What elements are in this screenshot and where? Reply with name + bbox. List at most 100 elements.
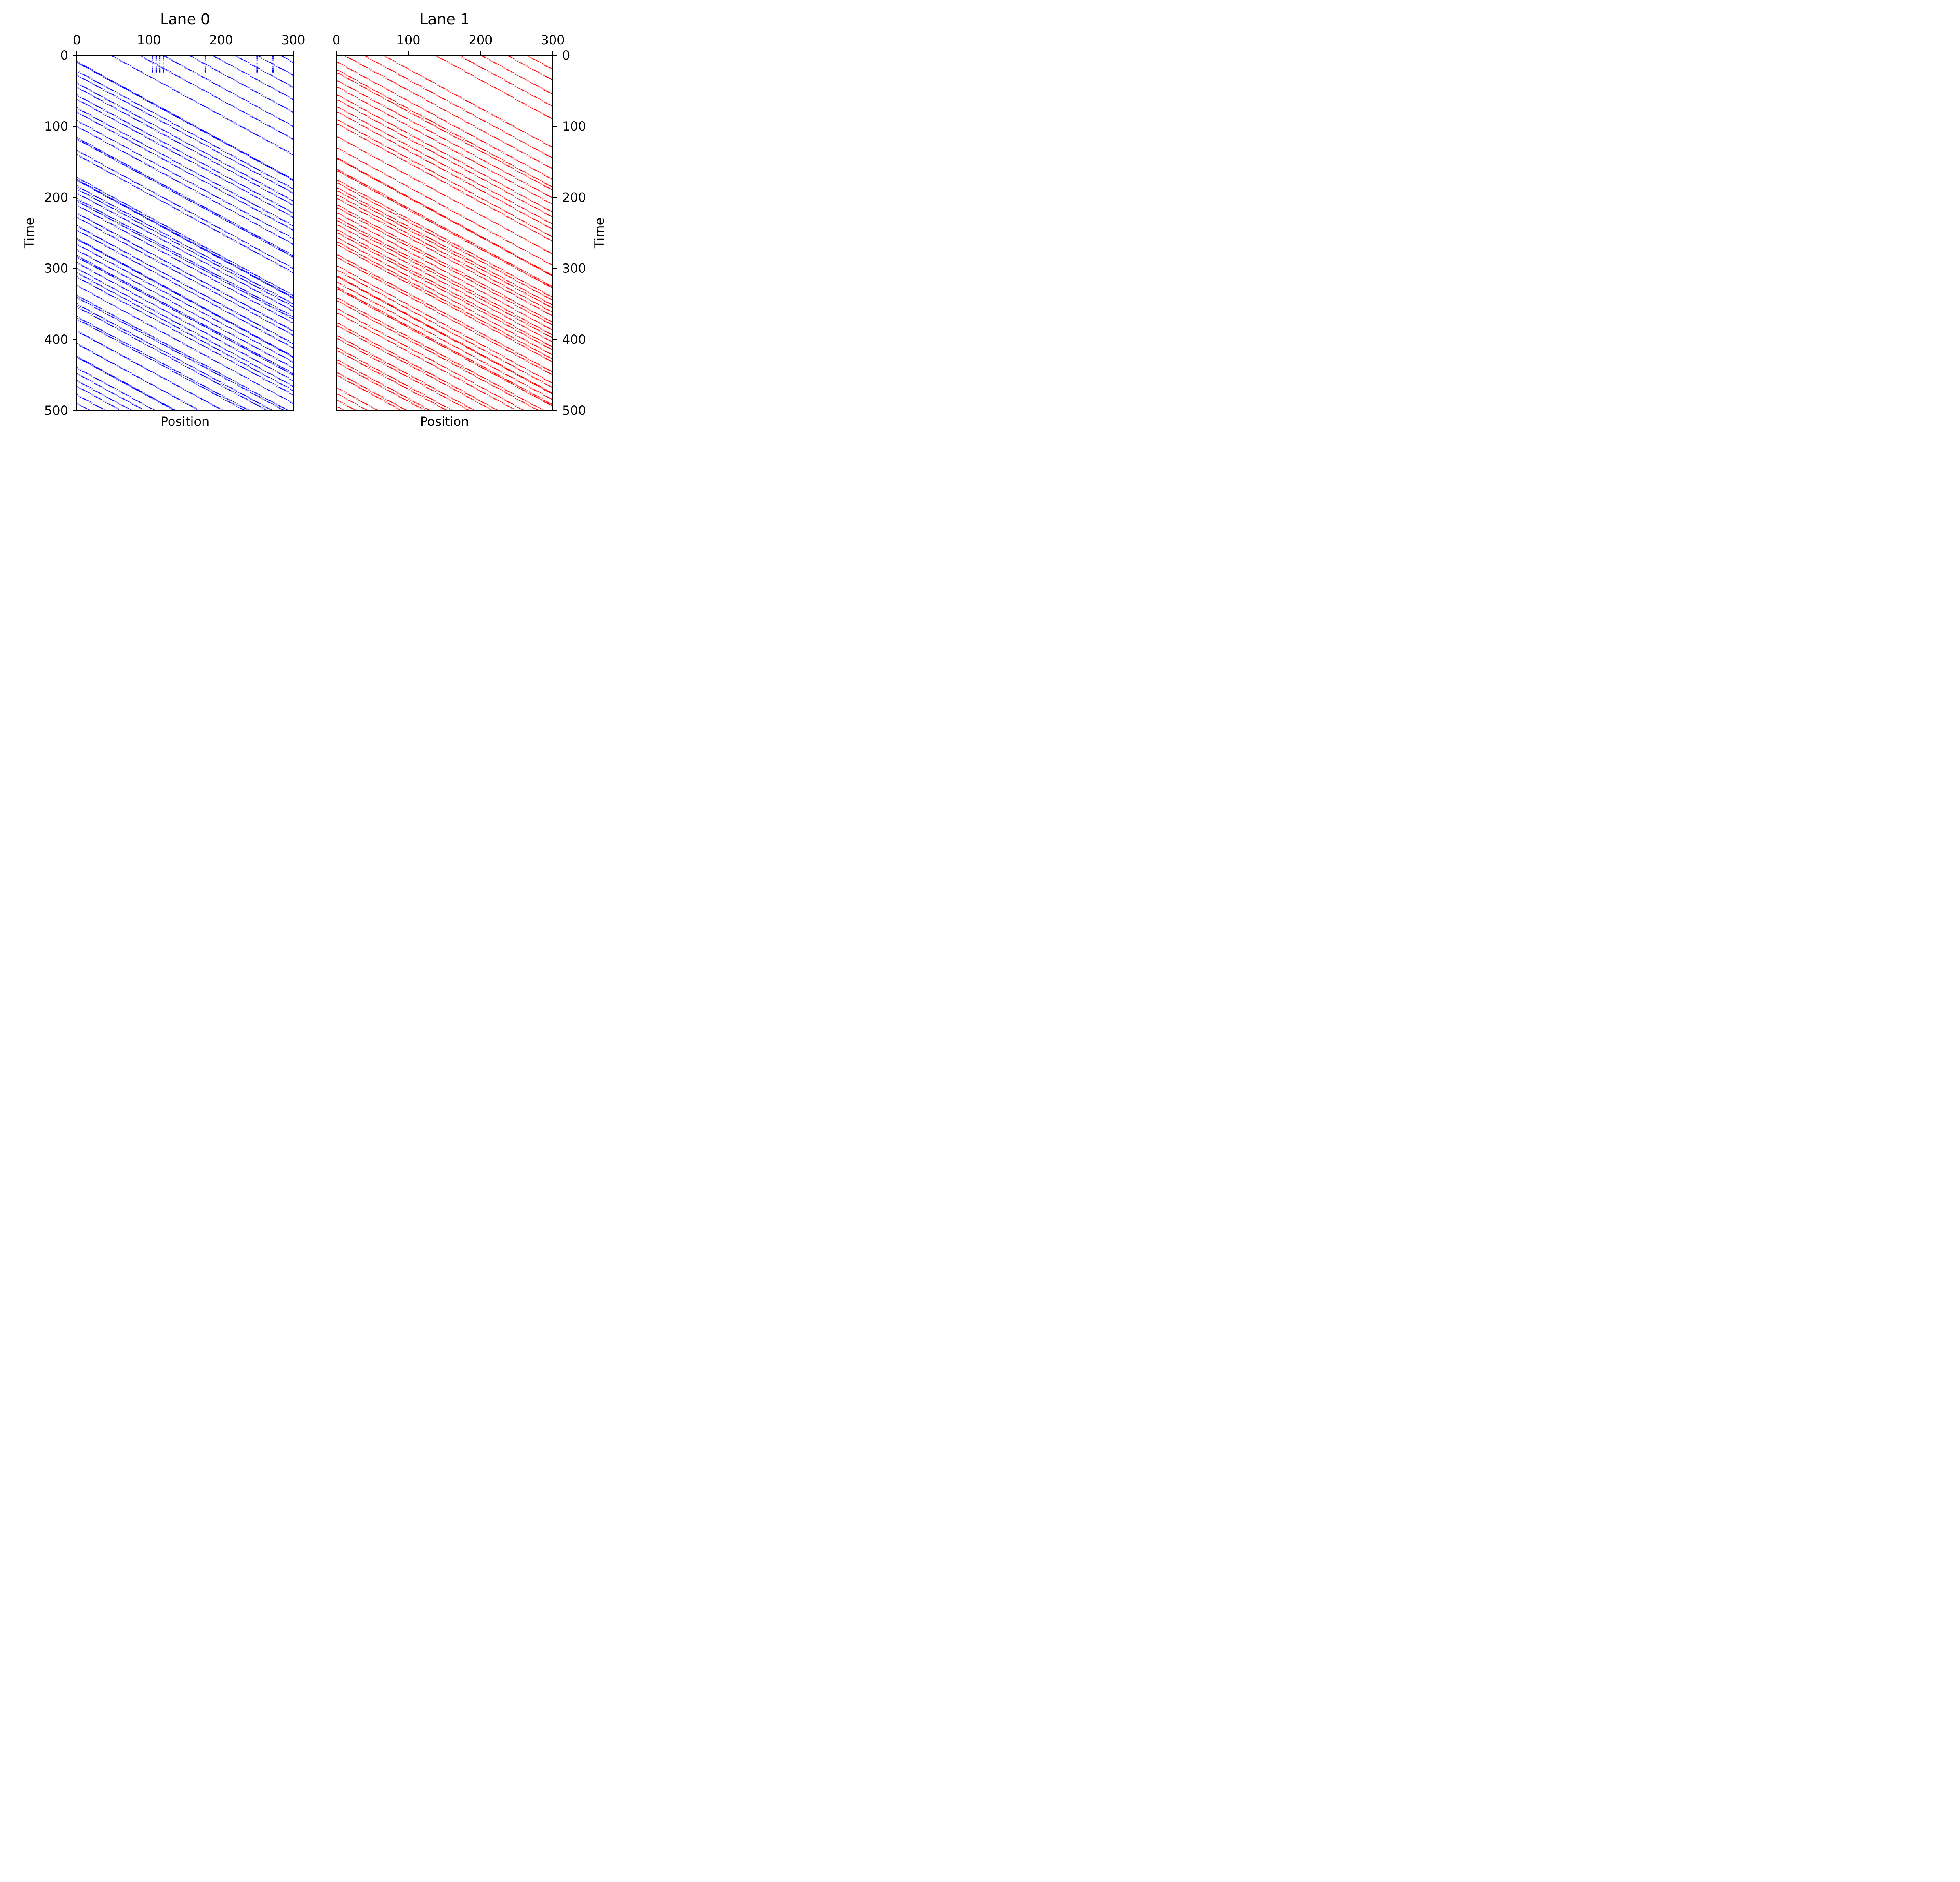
trajectory-streak <box>336 182 553 301</box>
y-tick-label: 500 <box>562 403 586 418</box>
trajectory-streak <box>138 55 293 140</box>
trajectory-streak <box>336 286 553 405</box>
x-tick-label: 200 <box>468 33 492 47</box>
trajectory-streak <box>77 204 293 324</box>
trajectory-streak <box>187 55 293 113</box>
trajectory-streak <box>336 69 553 188</box>
trajectory-streak <box>77 82 293 202</box>
trajectory-streak <box>77 229 293 349</box>
trajectory-streak <box>336 136 553 255</box>
lane-1-panel: Lane 1 0 100 200 300 0 100 200 300 400 500 Posit… <box>332 11 607 461</box>
lane-1-x-axis-label: Position <box>420 414 469 429</box>
lane-0-panel: Lane 0 0 100 200 300 0 100 200 300 400 500 Posit… <box>22 11 305 461</box>
trajectory-streak <box>162 55 293 127</box>
trajectory-streak <box>279 55 293 63</box>
y-tick-label: 400 <box>44 332 68 347</box>
trajectory-streak <box>336 187 553 306</box>
lane-1-y-ticks: 0 100 200 300 400 500 <box>553 48 586 418</box>
trajectory-streak <box>336 312 518 411</box>
trajectory-streak <box>336 207 553 326</box>
trajectory-streak <box>77 238 293 358</box>
trajectory-streak <box>336 431 553 461</box>
trajectories <box>336 55 553 461</box>
trajectory-streak <box>336 241 553 360</box>
trajectory-streak <box>77 225 293 345</box>
trajectory-streak <box>77 303 274 411</box>
trajectory-streak <box>77 318 247 411</box>
trajectory-streak <box>336 269 553 389</box>
trajectory-streak <box>362 55 553 159</box>
trajectory-streak <box>77 272 293 391</box>
y-tick-label: 100 <box>562 119 586 134</box>
lane-0-axes-frame <box>76 55 294 411</box>
trajectory-streak <box>336 275 553 394</box>
trajectory-streak <box>336 231 553 351</box>
x-tick-label: 100 <box>396 33 420 47</box>
trajectory-streak <box>479 55 553 95</box>
trajectory-streak <box>336 204 553 323</box>
trajectory-streak <box>336 307 526 411</box>
trajectory-streak <box>336 94 553 213</box>
trajectory-streak <box>336 147 553 266</box>
trajectory-streak <box>336 189 553 309</box>
trajectory-streak <box>77 306 269 411</box>
figure: Lane 0 0 100 200 300 0 100 200 300 400 500 Posit… <box>22 11 607 461</box>
trajectory-streak <box>336 229 553 348</box>
trajectory-streak <box>336 80 553 199</box>
trajectory-streak <box>336 219 553 339</box>
y-tick-label: 300 <box>562 261 586 276</box>
trajectory-streak <box>336 168 553 288</box>
trajectory-streak <box>77 111 293 231</box>
trajectory-streak <box>336 322 499 411</box>
trajectory-streak <box>336 456 553 461</box>
trajectory-streak <box>77 212 293 332</box>
trajectory-streak <box>336 118 553 238</box>
trajectory-streak <box>77 120 293 239</box>
trajectory-streak <box>506 55 553 81</box>
trajectory-streak <box>336 297 545 411</box>
trajectory-streak <box>336 61 553 180</box>
trajectory-streak <box>233 55 293 88</box>
trajectory-streak <box>336 106 553 225</box>
x-tick-label: 0 <box>73 33 81 47</box>
trajectory-streak <box>77 256 293 376</box>
trajectory-streak <box>77 200 293 320</box>
trajectory-streak <box>336 349 448 411</box>
trajectory-streak <box>336 123 553 242</box>
trajectory-streak <box>382 55 553 148</box>
lane-0-y-ticks: 0 100 200 300 400 500 <box>44 48 77 418</box>
y-tick-label: 200 <box>562 190 586 205</box>
trajectory-streak <box>77 107 293 227</box>
trajectory-streak <box>77 297 286 411</box>
trajectory-streak <box>77 193 293 312</box>
trajectory-streak <box>77 179 293 298</box>
y-tick-label: 100 <box>44 119 68 134</box>
trajectory-streak <box>77 249 293 369</box>
trajectory-streak <box>434 55 553 120</box>
trajectory-streak <box>336 197 553 317</box>
trajectory-streak <box>336 265 553 384</box>
trajectory-streak <box>211 55 293 100</box>
trajectory-streak <box>336 287 553 407</box>
trajectory-streak <box>77 74 293 194</box>
trajectory-streak <box>336 111 553 230</box>
lane-0-title: Lane 0 <box>160 11 210 28</box>
trajectory-streak <box>77 216 293 336</box>
trajectory-streak <box>336 236 553 356</box>
trajectory-streak <box>77 154 293 273</box>
trajectory-streak <box>77 449 293 461</box>
trajectory-streak <box>336 179 553 298</box>
trajectory-streak <box>336 157 553 276</box>
trajectory-streak <box>77 61 293 180</box>
trajectory-streak <box>77 185 293 305</box>
trajectory-streak <box>77 150 293 269</box>
x-tick-label: 200 <box>209 33 233 47</box>
trajectory-streak <box>77 356 176 411</box>
trajectory-streak <box>77 94 293 214</box>
trajectory-streak <box>343 55 553 170</box>
x-tick-label: 300 <box>281 33 305 47</box>
lane-1-y-axis-label: Time <box>592 218 607 249</box>
trajectory-streak <box>336 243 553 363</box>
lane-0-x-axis-label: Position <box>161 414 210 429</box>
lane-1-axes-frame <box>336 55 553 411</box>
